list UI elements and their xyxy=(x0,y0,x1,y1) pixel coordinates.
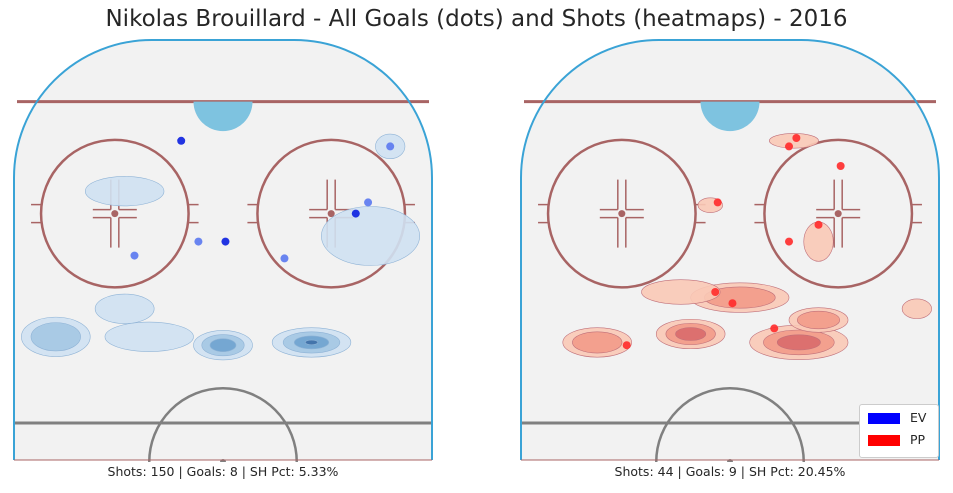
caption-ev: Shots: 150 | Goals: 8 | SH Pct: 5.33% xyxy=(13,464,433,479)
heatmap-contour xyxy=(95,294,154,324)
legend-label-pp: PP xyxy=(910,432,925,447)
heatmap-contour xyxy=(85,176,164,206)
goal-point xyxy=(623,341,631,349)
goal-point xyxy=(177,137,185,145)
rink-ev xyxy=(0,0,476,470)
goal-point xyxy=(280,254,288,262)
faceoff-dot xyxy=(328,210,335,217)
heatmap-contour xyxy=(676,328,706,341)
goal-point xyxy=(728,299,736,307)
goal-point xyxy=(714,198,722,206)
faceoff-dot xyxy=(111,210,118,217)
heatmap-contour xyxy=(902,299,932,319)
goal-point xyxy=(770,324,778,332)
goal-point xyxy=(711,288,719,296)
heatmap-contour xyxy=(797,311,839,329)
goal-point xyxy=(815,221,823,229)
heatmap-contour xyxy=(105,322,194,352)
faceoff-dot xyxy=(618,210,625,217)
goal-point xyxy=(837,162,845,170)
legend-swatch-pp xyxy=(868,435,900,446)
goal-point xyxy=(785,142,793,150)
legend-item-pp: PP xyxy=(868,431,938,449)
heatmap-contour xyxy=(305,340,318,345)
legend-swatch-ev xyxy=(868,413,900,424)
rink-pp xyxy=(507,0,953,470)
faceoff-dot xyxy=(835,210,842,217)
goal-point xyxy=(785,238,793,246)
goal-point xyxy=(792,134,800,142)
legend-label-ev: EV xyxy=(910,410,926,425)
heatmap-contour xyxy=(210,339,236,352)
heatmap-contour xyxy=(572,332,622,353)
goal-point xyxy=(352,210,360,218)
heatmap-contour xyxy=(321,206,419,265)
legend: EV PP xyxy=(859,404,939,458)
goal-point xyxy=(221,238,229,246)
goal-point xyxy=(364,198,372,206)
heatmap-contour xyxy=(641,280,720,305)
goal-point xyxy=(386,142,394,150)
goal-point xyxy=(130,252,138,260)
heatmap-contour xyxy=(777,335,820,350)
caption-pp: Shots: 44 | Goals: 9 | SH Pct: 20.45% xyxy=(520,464,940,479)
goal-point xyxy=(194,238,202,246)
legend-item-ev: EV xyxy=(868,409,938,427)
heatmap-contour xyxy=(31,323,81,351)
